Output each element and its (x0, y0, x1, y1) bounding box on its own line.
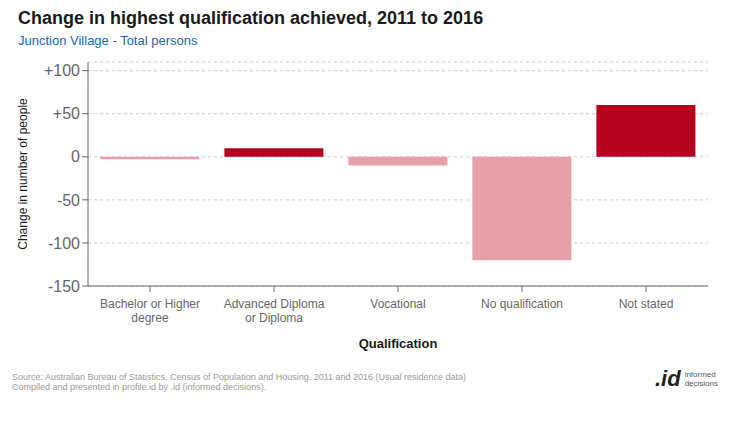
svg-text:Advanced Diplomaor Diploma: Advanced Diplomaor Diploma (224, 297, 325, 325)
svg-text:Qualification: Qualification (359, 336, 438, 351)
html-text:.id: .id (655, 366, 681, 391)
html-text:informed decisions: informed decisions (684, 370, 718, 389)
svg-text:No qualification: No qualification (481, 297, 563, 311)
svg-text:Bachelor or Higherdegree: Bachelor or Higherdegree (100, 297, 200, 325)
svg-text:+100: +100 (44, 62, 80, 79)
svg-text:-50: -50 (57, 192, 80, 209)
svg-text:0: 0 (71, 148, 80, 165)
svg-text:Change in number of people: Change in number of people (16, 98, 30, 250)
svg-text:+50: +50 (53, 105, 80, 122)
html-text:Junction Village - Total perso: Junction Village - Total persons (18, 33, 198, 48)
svg-text:-150: -150 (48, 278, 80, 295)
html-text:Change in highest qualificatio: Change in highest qualification achieved… (18, 8, 484, 28)
svg-text:-100: -100 (48, 235, 80, 252)
html-text:Source: Australian Bureau of S: Source: Australian Bureau of Statistics,… (12, 372, 467, 392)
svg-text:Not stated: Not stated (619, 297, 674, 311)
svg-text:Vocational: Vocational (370, 297, 425, 311)
